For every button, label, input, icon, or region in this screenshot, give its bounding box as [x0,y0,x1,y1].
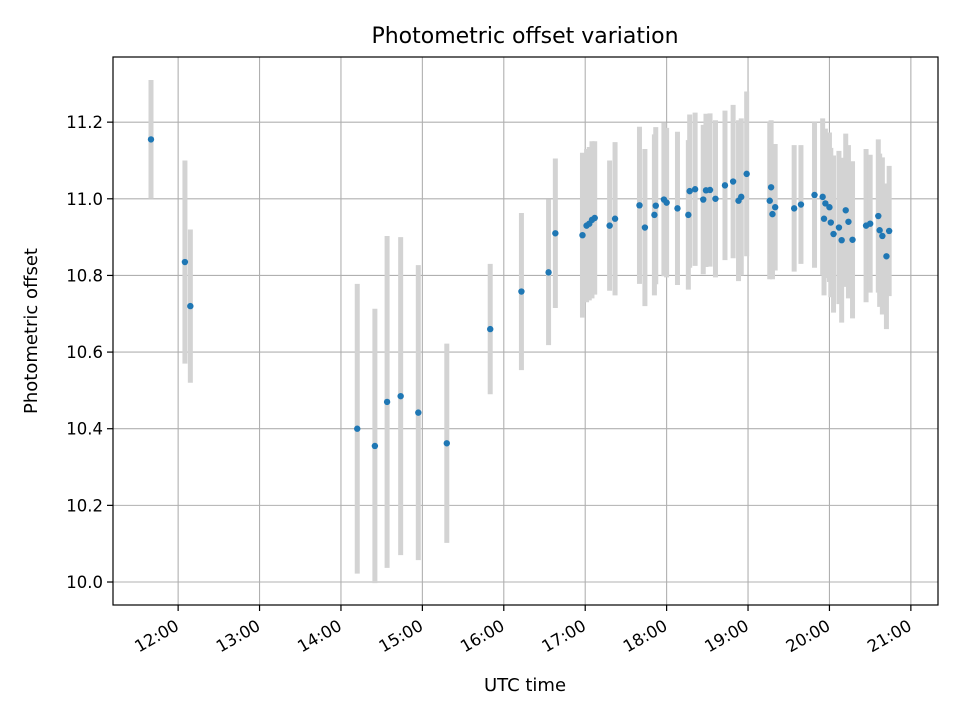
data-point [371,442,379,450]
data-point [397,392,404,400]
data-point [826,204,833,211]
y-tick-label: 10.0 [66,573,103,592]
y-axis-ticks: 10.0 10.2 10.4 10.6 10.8 11.0 11.2 [66,113,113,592]
data-point [591,214,598,222]
data-point [518,288,525,295]
data-point [875,212,882,220]
data-point [606,222,613,229]
data-point [738,193,745,201]
data-point [685,211,692,219]
data-point [743,170,750,178]
y-tick-label: 11.0 [66,190,103,209]
y-tick-label: 10.4 [66,420,103,439]
data-point [767,184,775,191]
data-point [811,191,818,199]
data-point [691,186,699,193]
data-point [651,211,658,219]
data-point [876,227,883,234]
data-points [147,136,893,450]
data-point [790,205,798,212]
data-point [686,187,693,195]
x-axis-label: UTC time [484,675,566,696]
data-point [147,136,155,143]
data-point [641,224,649,231]
data-point [879,232,886,240]
data-point [354,425,361,432]
y-tick-label: 10.2 [66,496,103,515]
data-point [769,210,776,218]
data-point [766,197,773,204]
chart-title: Photometric offset variation [371,24,678,49]
data-point [663,199,670,206]
grid [113,57,938,605]
data-point [820,215,828,222]
data-point [827,219,835,226]
data-point [830,230,837,238]
data-point [383,398,391,406]
data-point [674,205,681,212]
data-point [552,230,559,237]
data-point [181,258,189,266]
data-point [443,440,450,447]
y-tick-label: 10.6 [66,343,103,362]
y-tick-label: 10.8 [66,266,103,285]
data-point [885,227,893,235]
data-point [729,178,737,185]
data-point [883,253,890,260]
data-point [845,218,852,225]
data-point [849,236,856,243]
data-point [822,200,829,207]
data-point [819,193,826,201]
data-point [487,325,494,333]
data-point [706,186,714,194]
data-point [545,269,552,276]
data-point [838,236,845,244]
data-point [636,202,643,209]
data-point [611,215,619,222]
y-tick-label: 11.2 [66,113,103,132]
data-point [652,202,659,209]
data-point [866,220,874,227]
plot-frame [112,56,939,606]
data-point [712,195,719,202]
data-point [579,231,586,239]
data-point [842,207,849,214]
data-point [771,204,779,211]
data-point [700,196,707,203]
data-point [187,302,194,310]
data-point [415,409,422,416]
y-axis-label: Photometric offset [21,248,42,414]
data-point [797,201,805,208]
data-point [835,224,843,231]
data-point [721,182,729,189]
